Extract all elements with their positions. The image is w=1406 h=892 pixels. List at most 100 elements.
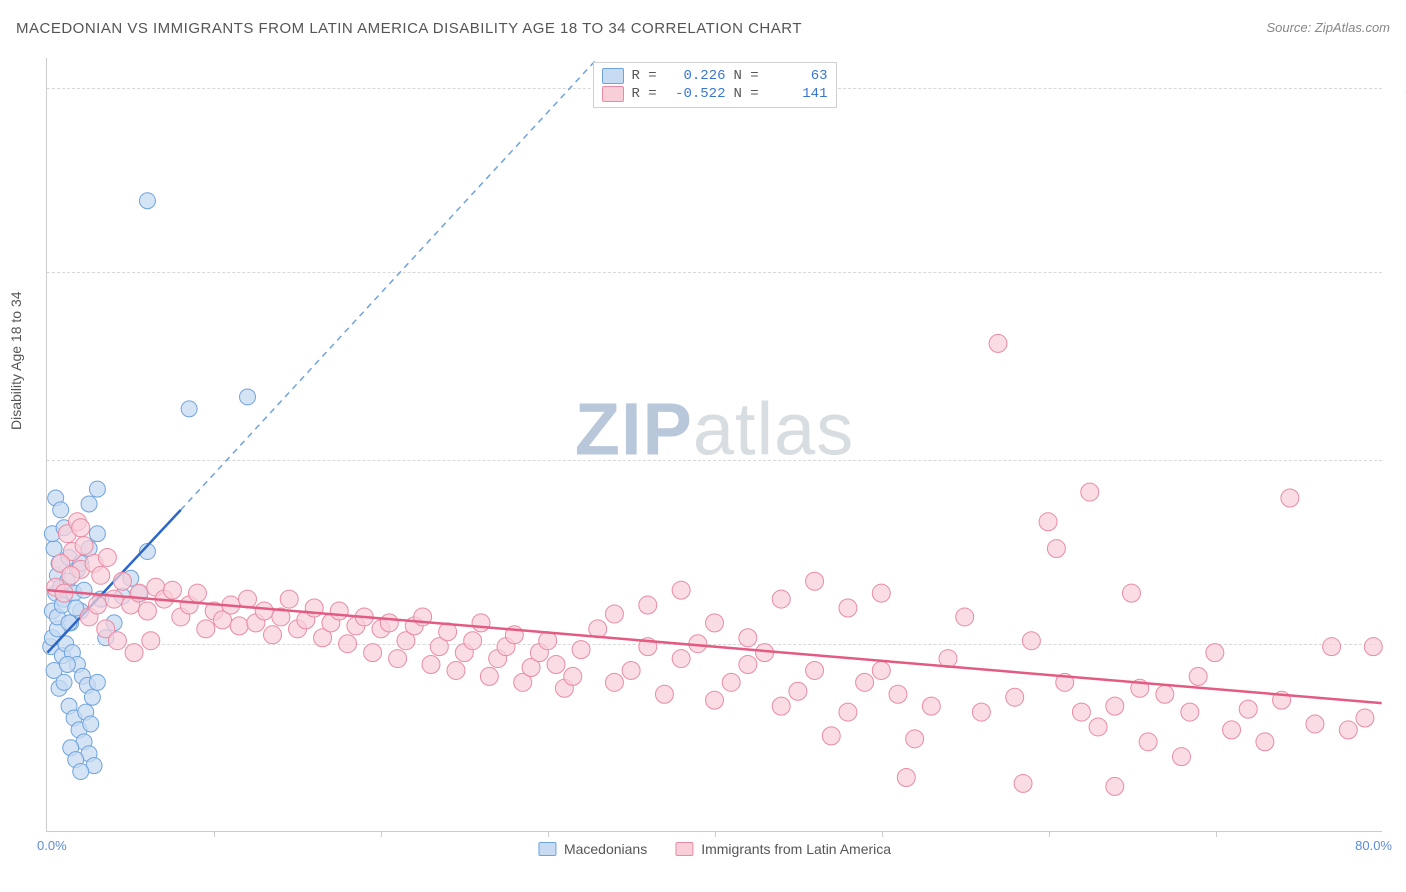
data-point [1014,774,1032,792]
x-axis-min-label: 0.0% [37,838,67,853]
x-minor-tick [381,831,382,837]
data-point [739,629,757,647]
data-point [380,614,398,632]
n-value: 63 [770,68,828,84]
data-point [806,661,824,679]
data-point [672,650,690,668]
data-point [605,673,623,691]
data-point [564,667,582,685]
data-point [108,632,126,650]
data-point [1106,777,1124,795]
data-point [1139,733,1157,751]
y-tick-label: 12.5% [1390,452,1406,467]
data-point [422,656,440,674]
data-point [922,697,940,715]
data-point [1223,721,1241,739]
data-point [73,764,89,780]
data-point [547,656,565,674]
chart-title: MACEDONIAN VS IMMIGRANTS FROM LATIN AMER… [16,20,802,37]
data-point [464,632,482,650]
data-point [889,685,907,703]
data-point [75,537,93,555]
trend-line-extrapolated [181,58,598,510]
data-point [1122,584,1140,602]
data-point [89,674,105,690]
correlation-row-1: R = 0.226 N = 63 [602,67,828,85]
data-point [163,581,181,599]
y-tick-label: 25.0% [1390,80,1406,95]
data-point [1047,540,1065,558]
n-value: 141 [770,86,828,102]
data-point [1189,667,1207,685]
data-point [622,661,640,679]
data-point [480,667,498,685]
data-point [1239,700,1257,718]
source-attribution: Source: ZipAtlas.com [1266,20,1390,35]
scatter-svg [47,58,1382,831]
data-point [72,519,90,537]
data-point [364,644,382,662]
legend-swatch-blue [602,68,624,84]
data-point [83,716,99,732]
r-value: 0.226 [668,68,726,84]
data-point [98,548,116,566]
r-label: R = [632,86,660,102]
data-point [472,614,490,632]
data-point [772,590,790,608]
data-point [230,617,248,635]
data-point [706,691,724,709]
data-point [839,703,857,721]
data-point [605,605,623,623]
legend-label: Immigrants from Latin America [701,841,891,857]
x-axis-max-label: 80.0% [1355,838,1392,853]
correlation-legend: R = 0.226 N = 63 R = -0.522 N = 141 [593,62,837,108]
chart-plot-area: ZIPatlas 6.3%12.5%18.8%25.0% R = 0.226 N… [46,58,1382,832]
data-point [447,661,465,679]
data-point [722,673,740,691]
data-point [1206,644,1224,662]
data-point [89,526,105,542]
y-axis-label: Disability Age 18 to 34 [8,291,24,430]
data-point [639,596,657,614]
data-point [280,590,298,608]
data-point [188,584,206,602]
data-point [706,614,724,632]
data-point [1089,718,1107,736]
x-minor-tick [1049,831,1050,837]
data-point [1181,703,1199,721]
legend-item-latin-america: Immigrants from Latin America [675,841,891,857]
data-point [113,572,131,590]
data-point [1364,638,1382,656]
data-point [872,584,890,602]
data-point [572,641,590,659]
data-point [989,334,1007,352]
data-point [1156,685,1174,703]
data-point [76,582,92,598]
data-point [181,401,197,417]
data-point [139,193,155,209]
y-tick-label: 6.3% [1390,637,1406,652]
data-point [872,661,890,679]
data-point [1256,733,1274,751]
data-point [330,602,348,620]
data-point [389,650,407,668]
data-point [88,596,106,614]
data-point [1081,483,1099,501]
legend-swatch-blue [538,842,556,856]
correlation-row-2: R = -0.522 N = 141 [602,85,828,103]
data-point [125,644,143,662]
legend-swatch-pink [602,86,624,102]
r-value: -0.522 [668,86,726,102]
data-point [539,632,557,650]
data-point [672,581,690,599]
series-legend: Macedonians Immigrants from Latin Americ… [538,841,891,857]
data-point [897,768,915,786]
legend-label: Macedonians [564,841,647,857]
data-point [59,657,75,673]
data-point [772,697,790,715]
data-point [739,656,757,674]
data-point [84,689,100,705]
data-point [956,608,974,626]
data-point [1106,697,1124,715]
legend-item-macedonians: Macedonians [538,841,647,857]
